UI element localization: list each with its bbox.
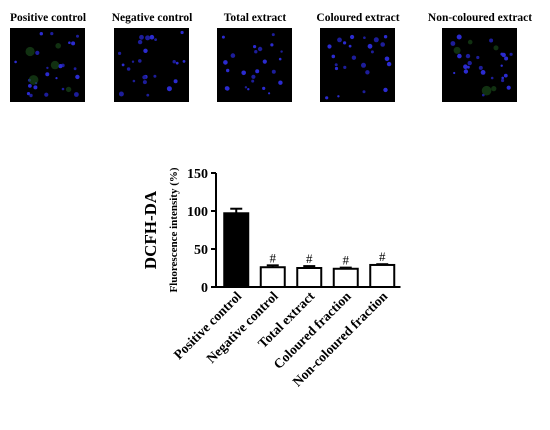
chart-title: DCFH-DA: [141, 190, 160, 269]
y-axis-label: Fluorescence intensity (%): [168, 167, 180, 292]
microscopy-image: [442, 28, 517, 102]
significance-mark: #: [343, 253, 350, 268]
bar: [332, 267, 359, 289]
bar: [369, 263, 396, 288]
bar: [259, 266, 286, 288]
panel-label: Total extract: [223, 12, 287, 24]
panel-label: Non-coloured extract: [427, 12, 533, 24]
bar: [223, 212, 250, 288]
microscopy-image: [114, 28, 189, 102]
significance-mark: #: [379, 249, 386, 264]
microscopy-image: [10, 28, 85, 102]
microscopy-image: [217, 28, 292, 102]
significance-mark: #: [270, 250, 277, 265]
panel-label: Coloured extract: [316, 12, 400, 24]
panel-label: Negative control: [111, 12, 193, 24]
y-tick-label: 0: [201, 281, 208, 296]
panel-label: Positive control: [9, 12, 87, 24]
y-tick-label: 50: [194, 243, 208, 258]
y-tick-label: 100: [187, 205, 208, 220]
significance-mark: #: [306, 251, 313, 266]
bar: [296, 267, 323, 288]
microscopy-image: [320, 28, 395, 102]
y-tick-label: 150: [187, 167, 208, 182]
